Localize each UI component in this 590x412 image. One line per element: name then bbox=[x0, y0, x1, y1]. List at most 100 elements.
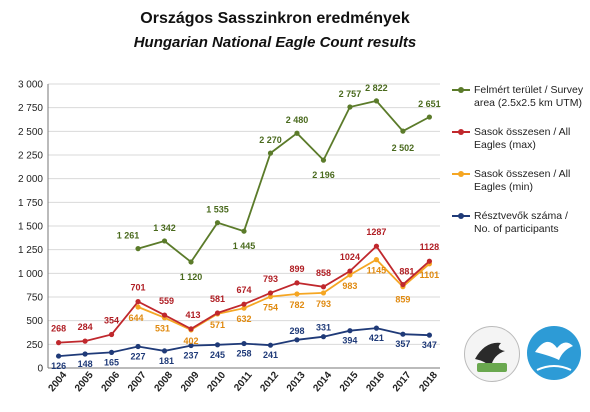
x-tick-label: 2005 bbox=[73, 370, 96, 394]
y-tick-label: 1 000 bbox=[18, 269, 43, 280]
data-label-max: 413 bbox=[186, 310, 201, 320]
data-label-max: 1287 bbox=[366, 227, 386, 237]
chart-legend: Felmért terület / Survey area (2.5x2.5 k… bbox=[452, 84, 587, 252]
y-tick-label: 2 750 bbox=[18, 103, 43, 114]
data-point-survey bbox=[294, 130, 300, 136]
data-label-survey: 1 120 bbox=[180, 272, 203, 282]
data-label-max: 1024 bbox=[340, 252, 360, 262]
data-point-survey bbox=[214, 220, 221, 226]
data-label-survey: 2 502 bbox=[392, 143, 415, 153]
data-point-survey bbox=[188, 259, 194, 265]
x-tick-label: 2006 bbox=[99, 370, 122, 394]
legend-swatch-participants bbox=[452, 213, 470, 219]
data-point-survey bbox=[426, 114, 433, 120]
data-point-min bbox=[135, 304, 141, 310]
data-point-participants bbox=[320, 334, 327, 340]
x-tick-label: 2010 bbox=[205, 370, 228, 394]
data-label-participants: 148 bbox=[78, 359, 93, 369]
y-tick-label: 500 bbox=[26, 316, 43, 327]
data-point-participants bbox=[55, 353, 62, 359]
data-label-min: 571 bbox=[210, 320, 225, 330]
y-tick-label: 2 000 bbox=[18, 174, 43, 185]
data-label-max: 354 bbox=[104, 315, 119, 325]
y-tick-label: 1 500 bbox=[18, 222, 43, 233]
y-tick-label: 250 bbox=[26, 340, 43, 351]
data-point-survey bbox=[400, 128, 406, 134]
data-label-max: 268 bbox=[51, 324, 66, 334]
y-tick-label: 1 750 bbox=[18, 198, 43, 209]
data-point-min bbox=[373, 257, 380, 263]
data-label-min: 632 bbox=[236, 314, 251, 324]
data-label-min: 983 bbox=[342, 281, 357, 291]
data-label-participants: 258 bbox=[236, 349, 251, 359]
data-point-max bbox=[426, 258, 433, 264]
x-tick-label: 2016 bbox=[364, 370, 387, 394]
data-label-participants: 237 bbox=[184, 351, 199, 361]
legend-label-min: Sasok összesen / All Eagles (min) bbox=[474, 168, 571, 193]
x-tick-label: 2011 bbox=[232, 370, 255, 394]
data-label-survey: 2 757 bbox=[339, 89, 362, 99]
data-label-max: 899 bbox=[289, 264, 304, 274]
data-point-max bbox=[188, 326, 194, 332]
data-label-max: 559 bbox=[159, 296, 174, 306]
legend-item-survey: Felmért terület / Survey area (2.5x2.5 k… bbox=[452, 84, 587, 110]
y-tick-label: 2 250 bbox=[18, 151, 43, 162]
data-point-survey bbox=[373, 98, 380, 104]
x-tick-label: 2004 bbox=[47, 370, 70, 394]
data-label-max: 881 bbox=[399, 267, 414, 277]
legend-swatch-min bbox=[452, 171, 470, 177]
data-point-max bbox=[347, 268, 353, 274]
data-label-survey: 1 445 bbox=[233, 241, 256, 251]
data-label-survey: 1 342 bbox=[153, 223, 176, 233]
data-point-participants bbox=[426, 332, 433, 338]
data-point-survey bbox=[161, 238, 168, 244]
data-label-min: 793 bbox=[316, 299, 331, 309]
data-point-max bbox=[108, 331, 115, 338]
data-point-participants bbox=[161, 348, 168, 354]
data-point-participants bbox=[400, 331, 406, 337]
data-point-participants bbox=[108, 349, 115, 355]
data-point-survey bbox=[320, 157, 327, 163]
data-point-max bbox=[241, 301, 247, 307]
data-point-max bbox=[135, 299, 141, 305]
data-label-survey: 2 480 bbox=[286, 115, 309, 125]
x-tick-label: 2012 bbox=[258, 370, 281, 394]
data-label-participants: 126 bbox=[51, 361, 66, 371]
eagle-icon bbox=[475, 342, 507, 372]
legend-item-min: Sasok összesen / All Eagles (min) bbox=[452, 168, 587, 194]
data-point-max bbox=[400, 281, 406, 288]
data-label-max: 858 bbox=[316, 268, 331, 278]
data-label-survey: 1 535 bbox=[206, 205, 229, 215]
data-point-max bbox=[373, 243, 380, 249]
data-label-survey: 2 822 bbox=[365, 83, 388, 93]
x-tick-label: 2015 bbox=[338, 370, 361, 394]
data-label-survey: 2 196 bbox=[312, 170, 335, 180]
data-label-participants: 331 bbox=[316, 323, 331, 333]
data-label-participants: 165 bbox=[104, 357, 119, 367]
data-point-min bbox=[267, 294, 274, 300]
data-label-min: 782 bbox=[289, 300, 304, 310]
data-point-max bbox=[55, 340, 62, 346]
data-label-min: 1101 bbox=[420, 270, 440, 280]
data-point-min bbox=[241, 305, 247, 311]
legend-label-survey: Felmért terület / Survey area (2.5x2.5 k… bbox=[474, 84, 584, 109]
data-label-survey: 1 261 bbox=[117, 231, 140, 241]
data-point-survey bbox=[135, 246, 141, 252]
data-point-max bbox=[214, 310, 221, 316]
data-label-participants: 298 bbox=[289, 326, 304, 336]
data-point-survey bbox=[267, 150, 274, 156]
data-label-participants: 227 bbox=[131, 352, 146, 362]
data-point-participants bbox=[214, 342, 221, 348]
bird-icon bbox=[535, 341, 573, 371]
chart-subtitle: Hungarian National Eagle Count results bbox=[133, 34, 417, 51]
data-label-min: 1145 bbox=[367, 266, 387, 276]
y-tick-label: 750 bbox=[26, 293, 43, 304]
series-line-min bbox=[137, 258, 430, 331]
data-label-participants: 241 bbox=[263, 350, 278, 360]
data-label-max: 581 bbox=[210, 294, 225, 304]
series-line-survey bbox=[137, 99, 430, 264]
data-point-max bbox=[82, 338, 88, 344]
legend-label-participants: Résztvevők száma / No. of participants bbox=[474, 210, 568, 235]
